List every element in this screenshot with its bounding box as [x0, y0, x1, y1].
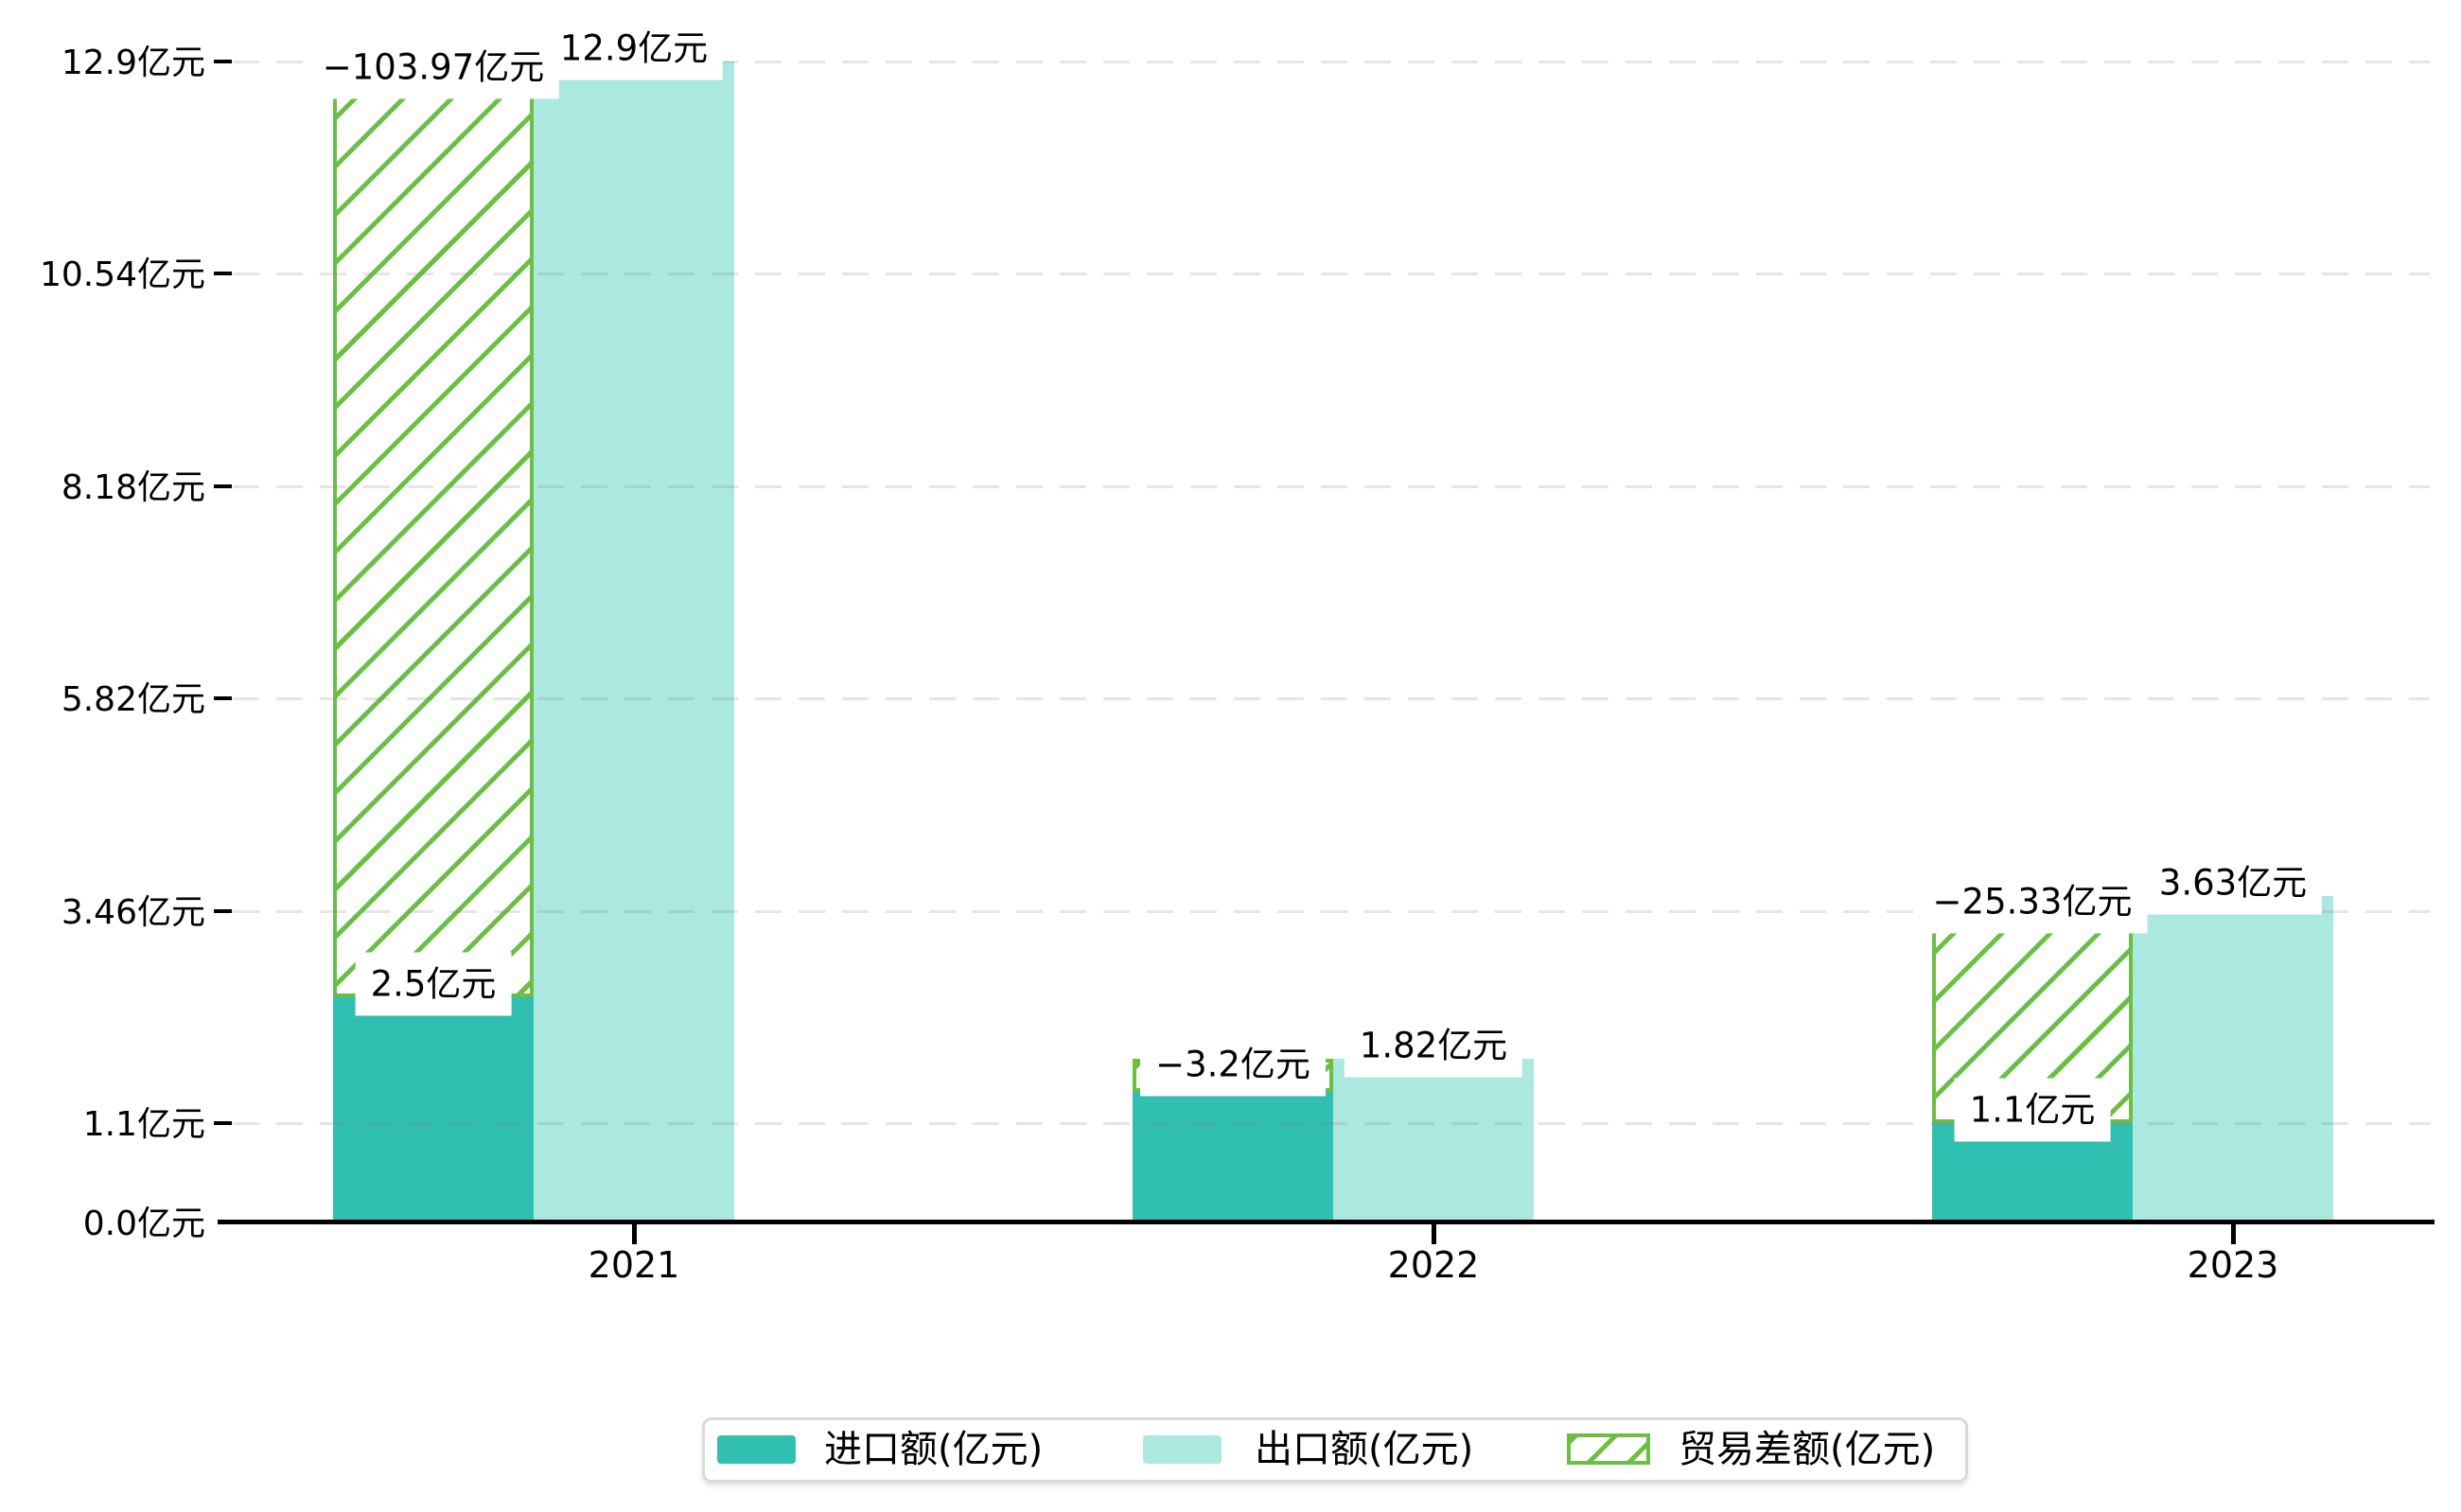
x-axis-line: [218, 1220, 2435, 1224]
y-axis-tick: [214, 59, 232, 63]
gridline: [233, 909, 2430, 913]
y-axis-tick: [214, 908, 232, 913]
bar-export-2022: [1333, 1058, 1534, 1222]
x-axis-tick: [2231, 1224, 2236, 1244]
value-label-import-2021: 2.5亿元: [355, 952, 512, 1016]
x-axis-tick: [1432, 1224, 1436, 1244]
bar-export-2021: [534, 61, 734, 1222]
x-axis-tick: [632, 1224, 637, 1244]
value-label-import-2023: 1.1亿元: [1954, 1078, 2111, 1142]
y-axis-tick-label: 8.18亿元: [61, 467, 205, 507]
y-axis-tick-label: 5.82亿元: [61, 680, 205, 720]
y-axis-tick: [214, 483, 232, 488]
y-axis-tick-label: 10.54亿元: [39, 255, 205, 295]
y-axis-tick: [214, 272, 232, 276]
value-label-trade-difference-2023: −25.33亿元: [1917, 870, 2148, 934]
legend-swatch-trade-difference: [1567, 1433, 1650, 1465]
gridline: [233, 273, 2430, 276]
y-axis-tick: [214, 1121, 232, 1126]
legend-label-trade-difference: 贸易差额(亿元): [1679, 1428, 1936, 1471]
x-axis-tick-label: 2021: [588, 1244, 680, 1286]
legend-label-import: 进口额(亿元): [824, 1428, 1044, 1471]
x-axis-tick-label: 2023: [2187, 1244, 2279, 1286]
bar-import-2021: [333, 997, 534, 1222]
gridline: [233, 484, 2430, 488]
value-label-export-2021: 12.9亿元: [544, 16, 724, 80]
bar-import-2022: [1133, 1092, 1333, 1222]
y-axis-tick-label: 3.46亿元: [61, 892, 205, 932]
gridline: [233, 60, 2430, 63]
legend-swatch-import: [717, 1435, 796, 1464]
x-axis-tick-label: 2022: [1387, 1244, 1480, 1286]
legend-label-export: 出口额(亿元): [1255, 1428, 1474, 1471]
gridline: [233, 1122, 2430, 1126]
value-label-export-2023: 3.63亿元: [2143, 851, 2323, 915]
y-axis-tick: [214, 696, 232, 701]
value-label-export-2022: 1.82亿元: [1344, 1013, 1523, 1078]
bar-trade-difference-2021: [333, 61, 534, 998]
bar-export-2023: [2133, 895, 2333, 1222]
value-label-trade-difference-2021: −103.97亿元: [307, 35, 560, 99]
y-axis-tick-label: 1.1亿元: [82, 1105, 205, 1145]
gridline: [233, 697, 2430, 701]
y-axis-tick-label: 12.9亿元: [61, 43, 205, 82]
value-label-trade-difference-2022: −3.2亿元: [1140, 1032, 1326, 1097]
legend: 进口额(亿元) 出口额(亿元) 贸易差额(亿元): [702, 1417, 1968, 1483]
y-axis-tick-label: 0.0亿元: [82, 1204, 205, 1243]
legend-swatch-export: [1143, 1435, 1222, 1464]
